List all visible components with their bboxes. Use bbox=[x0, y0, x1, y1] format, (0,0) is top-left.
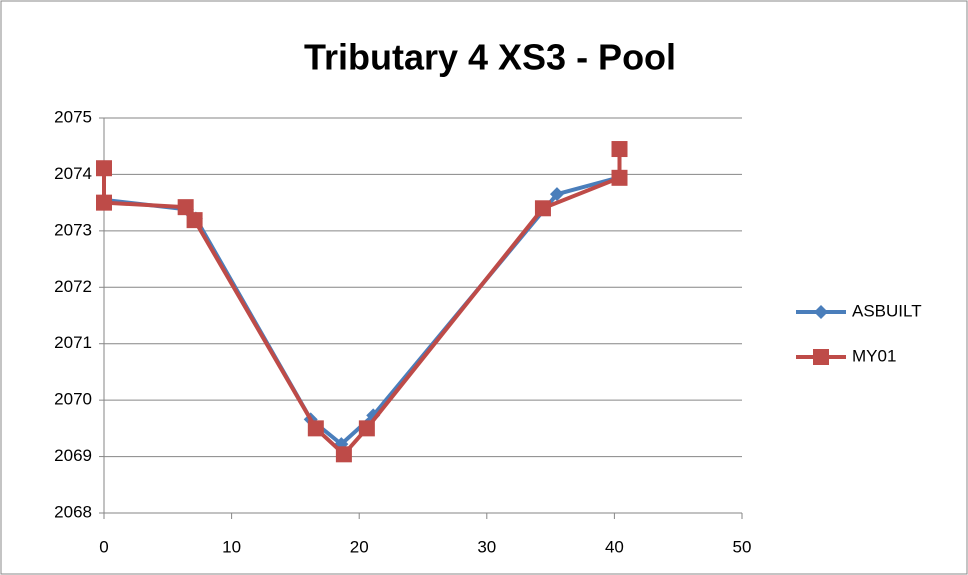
x-tick-label: 10 bbox=[222, 537, 241, 556]
legend-label: MY01 bbox=[852, 346, 896, 365]
marker bbox=[335, 446, 352, 463]
marker bbox=[186, 212, 203, 229]
y-tick-label: 2070 bbox=[54, 390, 92, 409]
marker bbox=[534, 200, 551, 217]
marker bbox=[814, 305, 828, 319]
chart-title: Tributary 4 XS3 - Pool bbox=[304, 37, 676, 78]
legend-label: ASBUILT bbox=[852, 301, 922, 320]
y-tick-label: 2072 bbox=[54, 277, 92, 296]
y-tick-label: 2068 bbox=[54, 502, 92, 521]
marker bbox=[177, 199, 194, 216]
y-tick-label: 2069 bbox=[54, 446, 92, 465]
x-tick-label: 0 bbox=[99, 537, 108, 556]
marker bbox=[96, 194, 112, 211]
marker bbox=[96, 160, 112, 177]
y-tick-label: 2071 bbox=[54, 333, 92, 352]
x-tick-label: 30 bbox=[477, 537, 496, 556]
marker bbox=[358, 420, 375, 437]
y-tick-label: 2073 bbox=[54, 220, 92, 239]
marker bbox=[813, 349, 829, 365]
y-tick-label: 2074 bbox=[54, 164, 92, 183]
marker bbox=[307, 420, 324, 437]
y-tick-label: 2075 bbox=[54, 107, 92, 126]
x-tick-label: 40 bbox=[605, 537, 624, 556]
x-tick-label: 20 bbox=[350, 537, 369, 556]
marker bbox=[611, 169, 628, 186]
x-tick-label: 50 bbox=[733, 537, 752, 556]
marker bbox=[549, 187, 564, 202]
series-line bbox=[102, 149, 622, 458]
marker bbox=[611, 141, 628, 158]
